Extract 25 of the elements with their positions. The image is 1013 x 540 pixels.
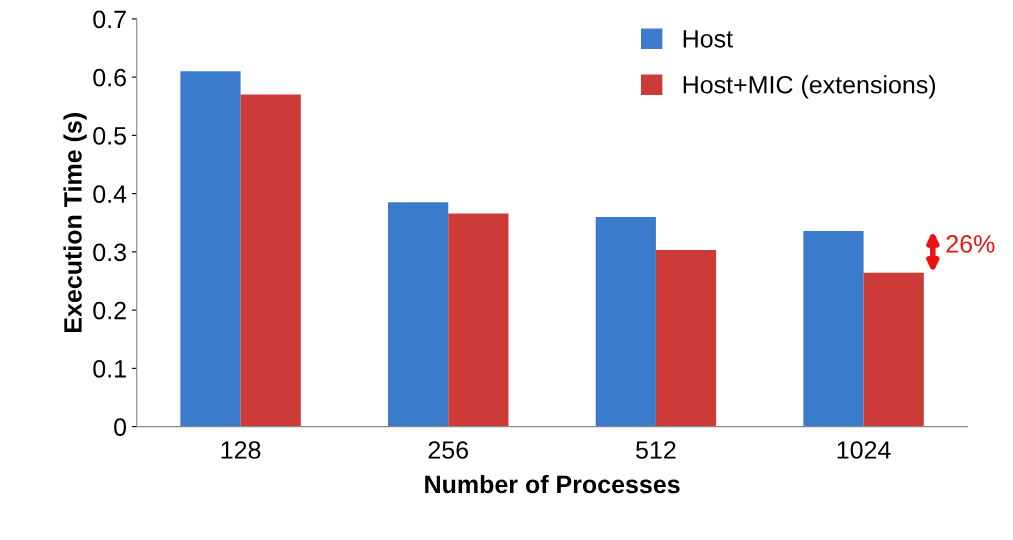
y-tick-label: 0.7	[93, 10, 126, 29]
y-tick-label: 0.5	[93, 126, 126, 145]
y-tick-label: 0.4	[93, 185, 127, 203]
bar	[595, 216, 656, 427]
legend-label: Host	[683, 30, 733, 48]
legend-label: Host+MIC (extensions)	[683, 75, 936, 99]
x-tick-label: 512	[636, 441, 676, 459]
y-tick-label: 0.1	[93, 359, 126, 378]
y-tick-label: 0.2	[93, 301, 126, 320]
bar	[388, 202, 449, 427]
x-tick-label: 1024	[837, 441, 891, 459]
annotation: 26%	[946, 235, 995, 253]
bar	[180, 71, 241, 427]
y-tick-label: 0.3	[93, 243, 126, 262]
bar	[655, 250, 717, 427]
bar	[863, 272, 924, 427]
bar	[240, 94, 301, 427]
x-tick-label: 256	[428, 441, 469, 459]
x-tick-label: 128	[221, 441, 261, 459]
y-tick-label: 0	[114, 418, 127, 436]
bar	[803, 230, 864, 427]
x-axis-title: Number of Processes	[425, 474, 680, 494]
bar	[448, 213, 509, 427]
y-tick-label: 0.6	[93, 68, 126, 87]
y-axis-title: Execution Time (s)	[63, 113, 87, 332]
